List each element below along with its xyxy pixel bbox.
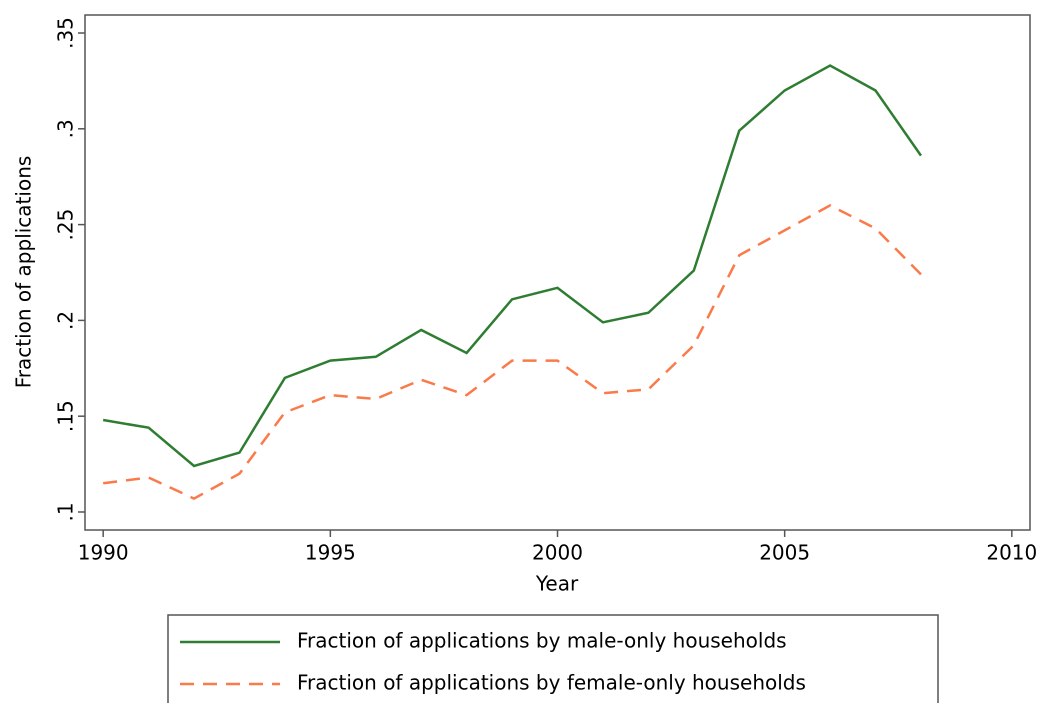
y-axis-title: Fraction of applications [12,156,36,389]
legend-label: Fraction of applications by female-only … [297,671,806,695]
y-tick-label: .25 [54,209,78,241]
y-tick-label: .3 [54,119,78,138]
series-line [103,204,922,500]
legend-box [167,614,939,703]
y-tick-label: .15 [54,400,78,432]
x-tick-label: 1990 [78,541,129,565]
y-tick-label: .1 [54,502,78,521]
y-tick-label: .35 [54,17,78,49]
legend-label: Fraction of applications by male-only ho… [297,629,787,653]
x-tick-label: 2005 [759,541,810,565]
x-tick-label: 1995 [305,541,356,565]
x-tick-label: 2000 [532,541,583,565]
x-tick-label: 2010 [986,541,1037,565]
y-tick-label: .2 [54,311,78,330]
x-axis-title: Year [535,572,579,596]
series-line [102,64,922,468]
